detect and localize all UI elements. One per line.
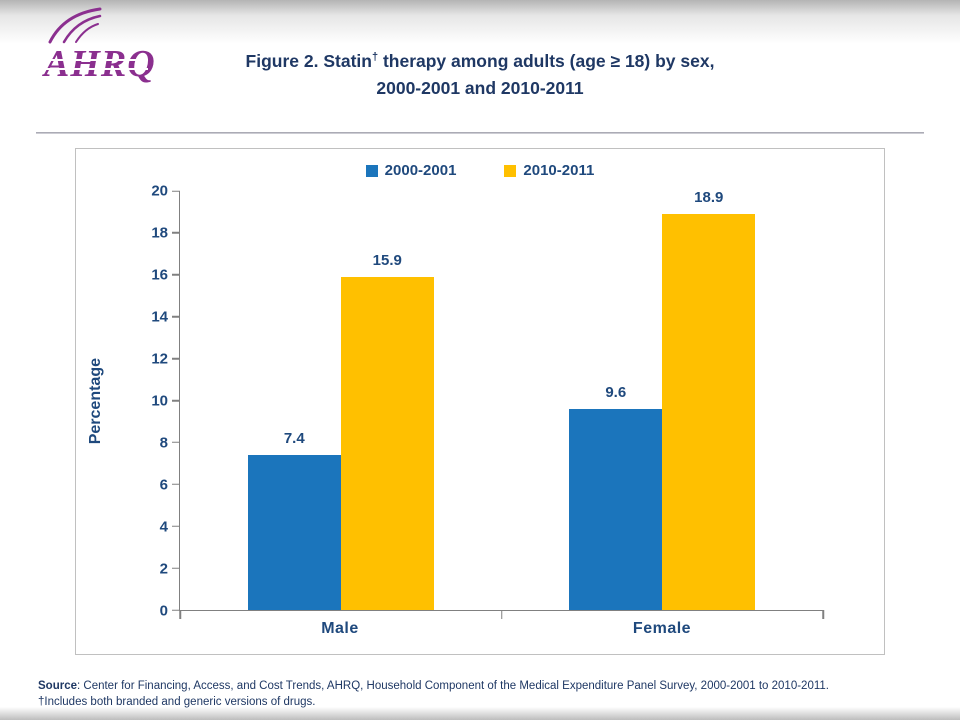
footnote-line: †Includes both branded and generic versi… — [38, 695, 316, 708]
legend-label: 2010-2011 — [523, 162, 595, 179]
logo-stripe — [42, 67, 148, 70]
bar-2000-2001-male: 7.4 — [247, 430, 341, 610]
bar-value-label: 9.6 — [605, 383, 627, 401]
bar-2010-2011-male: 15.9 — [340, 252, 434, 610]
ahrq-logo-text: AHRQ — [42, 43, 156, 85]
y-tick-label: 8 — [159, 434, 168, 452]
x-tick-mark — [179, 610, 181, 619]
bar-2010-2011-female: 18.9 — [662, 189, 756, 610]
y-tick-mark — [172, 525, 180, 527]
bottom-edge-gradient — [0, 707, 960, 720]
legend-swatch — [365, 164, 378, 177]
y-tick-label: 20 — [151, 182, 168, 200]
y-tick-mark — [172, 399, 180, 402]
y-tick-mark — [172, 274, 180, 276]
x-tick-mark — [822, 610, 824, 619]
y-tick-mark — [172, 441, 180, 444]
bar-value-label: 15.9 — [372, 251, 402, 269]
header-divider — [36, 132, 924, 134]
x-axis-labels: Male Female — [179, 620, 823, 638]
legend-label: 2000-2001 — [384, 162, 457, 179]
x-category-label-female: Female — [632, 620, 692, 637]
ahrq-eagle-icon — [48, 7, 102, 44]
y-tick-mark — [172, 190, 180, 192]
y-tick-mark — [172, 315, 180, 318]
dagger-superscript: † — [371, 51, 379, 64]
plot-area: 7.4 15.9 9.6 18.9 — [172, 189, 824, 619]
x-category-label-male: Male — [321, 620, 359, 637]
source-text: : Center for Financing, Access, and Cost… — [77, 680, 829, 692]
y-tick-label: 6 — [159, 476, 168, 494]
y-tick-label: 18 — [151, 224, 168, 242]
y-tick-mark — [172, 609, 180, 611]
y-tick-label: 16 — [151, 266, 168, 284]
y-tick-label: 0 — [159, 602, 168, 620]
bar-group-male: 7.4 15.9 — [180, 191, 502, 610]
source-label: Source — [38, 680, 77, 692]
bar-groups: 7.4 15.9 9.6 18.9 — [180, 189, 824, 610]
y-tick-label: 12 — [151, 350, 168, 368]
logo-stripe — [42, 59, 148, 62]
source-note: Source: Center for Financing, Access, an… — [38, 679, 932, 710]
legend: 2000-2001 2010-2011 — [76, 162, 884, 179]
source-line: Source: Center for Financing, Access, an… — [38, 679, 932, 695]
y-axis-title: Percentage — [87, 357, 104, 445]
bar-value-label: 7.4 — [283, 429, 305, 447]
y-axis-title-wrap: Percentage — [82, 191, 110, 611]
y-tick-mark — [172, 232, 180, 234]
figure-title-line1: Figure 2. Statin† therapy among adults (… — [245, 51, 715, 71]
legend-item: 2010-2011 — [504, 162, 594, 179]
y-tick-label: 4 — [159, 518, 168, 536]
y-tick-label: 2 — [159, 560, 168, 578]
legend-swatch — [504, 164, 517, 177]
y-tick-mark — [172, 483, 180, 486]
y-tick-label: 14 — [151, 308, 168, 326]
y-axis-ticks: 0 2 4 6 8 10 12 14 16 18 20 — [110, 184, 168, 619]
y-tick-mark — [172, 357, 180, 360]
bar-group-female: 9.6 18.9 — [502, 189, 824, 610]
bar-2000-2001-female: 9.6 — [569, 384, 663, 610]
figure-title-line2: 2000-2001 and 2010-2011 — [376, 78, 584, 99]
figure-title: Figure 2. Statin† therapy among adults (… — [0, 48, 960, 102]
top-edge-gradient — [0, 0, 960, 44]
bar-value-label: 18.9 — [694, 189, 724, 207]
ahrq-logo: AHRQ — [42, 6, 156, 85]
chart-area: 2000-2001 2010-2011 Percentage 0 2 4 6 8 10 12 1… — [75, 148, 885, 655]
y-tick-label: 10 — [151, 392, 168, 410]
y-tick-mark — [172, 567, 180, 569]
legend-item: 2000-2001 — [365, 162, 457, 179]
x-tick-mark — [500, 610, 503, 619]
